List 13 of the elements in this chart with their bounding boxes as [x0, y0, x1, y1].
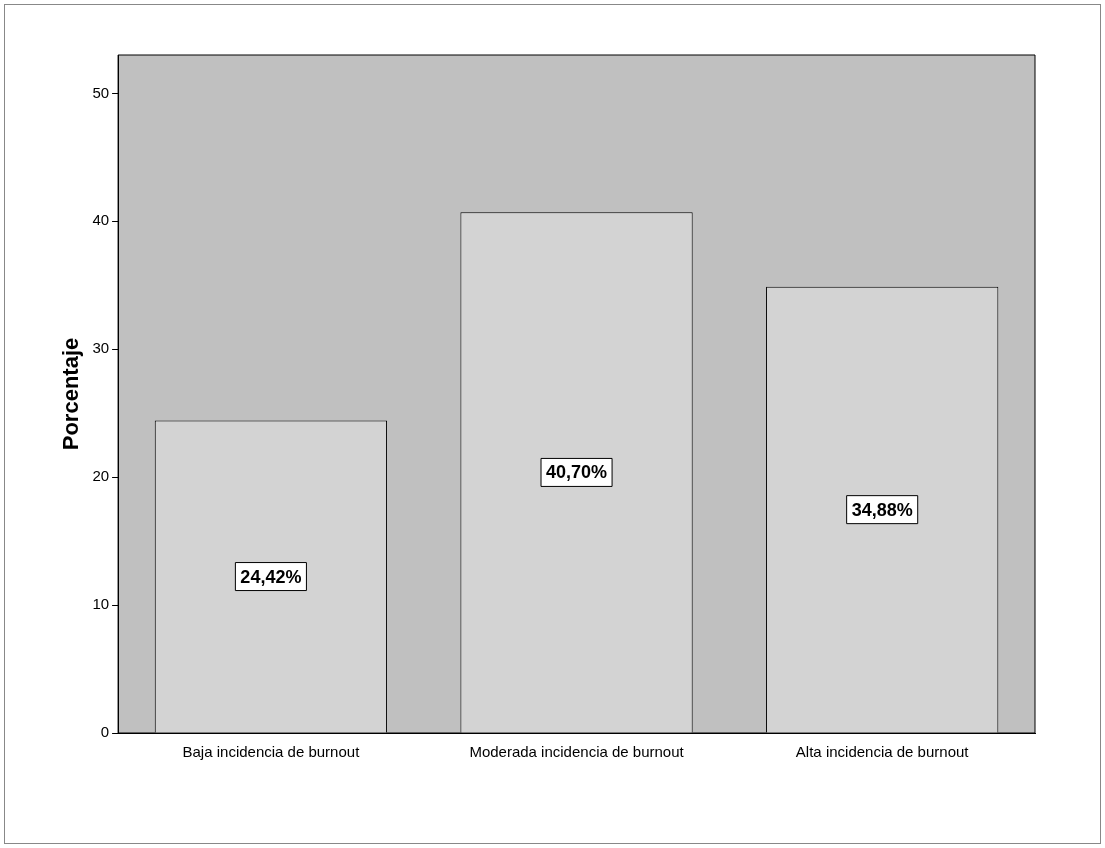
y-tick-label: 10	[92, 595, 110, 613]
x-tick-label: Moderada incidencia de burnout	[469, 743, 685, 761]
data-label: 34,88%	[851, 499, 913, 520]
y-axis-title: Porcentaje	[58, 337, 84, 451]
y-tick-label: 40	[92, 211, 110, 229]
y-tick-label: 0	[100, 723, 110, 741]
y-tick-label: 20	[92, 467, 110, 485]
x-tick-label: Alta incidencia de burnout	[795, 743, 970, 761]
data-label: 40,70%	[546, 462, 608, 483]
y-tick-label: 50	[92, 83, 110, 101]
y-tick-label: 30	[92, 339, 110, 357]
x-tick-label: Baja incidencia de burnout	[182, 743, 361, 761]
data-label: 24,42%	[240, 566, 302, 587]
